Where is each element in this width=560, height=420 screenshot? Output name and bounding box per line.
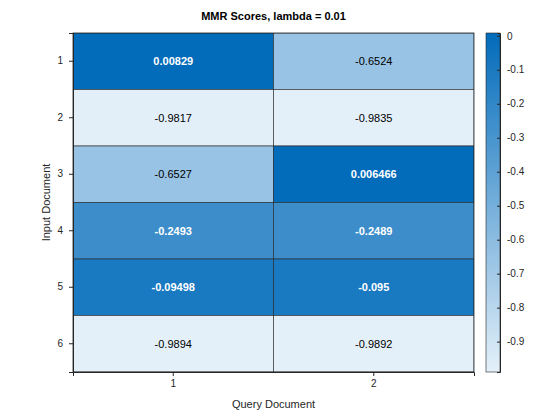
- cell: [274, 203, 475, 260]
- colorbar-tick: -0.8: [497, 302, 525, 313]
- cell-labels: 0.00829 -0.6524 -0.9817 -0.9835 -0.6527 0.006…: [152, 55, 397, 350]
- y-axis: 1 2 3 4 5 6: [57, 34, 73, 373]
- colorbar-tick-label: -0.7: [507, 268, 525, 279]
- y-tick: 4: [57, 225, 73, 236]
- colorbar-tick-label: -0.4: [507, 166, 525, 177]
- colorbar-tick: -0.6: [497, 234, 525, 245]
- cell-label: -0.9817: [155, 112, 192, 124]
- x-axis-line: [74, 373, 475, 377]
- y-tick: 1: [57, 55, 73, 66]
- cell-label: -0.6524: [355, 55, 392, 67]
- cell: [73, 316, 274, 373]
- y-tick-label: 6: [57, 338, 63, 349]
- cell: [274, 90, 475, 147]
- y-tick-mark: [69, 230, 73, 231]
- colorbar-tick-label: -0.9: [507, 336, 525, 347]
- y-tick-label: 3: [57, 168, 63, 179]
- colorbar-tick-label: -0.5: [507, 200, 525, 211]
- cell: [73, 33, 274, 90]
- chart: 0.00829-0.6524-0.9817-0.9835-0.65270.006…: [0, 0, 560, 420]
- cell-label: -0.2489: [355, 225, 392, 237]
- x-tick: 1: [170, 372, 176, 389]
- cell: [274, 146, 475, 203]
- y-tick: 5: [57, 281, 73, 292]
- y-tick: 6: [57, 338, 73, 349]
- y-tick-mark: [69, 61, 73, 62]
- cell-label: -0.9894: [155, 338, 192, 350]
- cell: [73, 146, 274, 203]
- y-tick-mark: [69, 174, 73, 175]
- colorbar-tick-label: 0: [507, 31, 513, 42]
- cell-label: -0.6527: [155, 168, 192, 180]
- colorbar-tick-mark: [497, 342, 500, 343]
- y-tick-label: 2: [57, 112, 63, 123]
- cell-label: -0.2493: [155, 225, 192, 237]
- y-tick-mark: [69, 343, 73, 344]
- cell-label: 0.006466: [351, 168, 397, 180]
- x-tick-mark: [373, 372, 374, 376]
- colorbar-tick-mark: [497, 36, 500, 37]
- y-tick-label: 1: [57, 55, 63, 66]
- cell-label: -0.09498: [152, 281, 195, 293]
- cell: [274, 316, 475, 373]
- colorbar: [486, 33, 500, 372]
- colorbar-tick-mark: [497, 138, 500, 139]
- cell-label: -0.9892: [355, 338, 392, 350]
- colorbar-tick-mark: [497, 206, 500, 207]
- y-tick-mark: [69, 287, 73, 288]
- colorbar-tick: -0.3: [497, 132, 525, 143]
- x-tick-label: 2: [371, 378, 377, 389]
- colorbar-tick: -0.5: [497, 200, 525, 211]
- colorbar-tick-mark: [497, 104, 500, 105]
- x-tick-mark: [173, 372, 174, 376]
- y-axis-title: Input Document: [40, 164, 52, 242]
- y-tick: 3: [57, 168, 73, 179]
- y-tick-label: 4: [57, 225, 63, 236]
- colorbar-tick-label: -0.8: [507, 302, 525, 313]
- cells: [73, 33, 474, 372]
- cell: [73, 90, 274, 147]
- colorbar-tick-label: -0.3: [507, 132, 525, 143]
- colorbar-tick-mark: [497, 274, 500, 275]
- colorbar-tick: -0.2: [497, 98, 525, 109]
- cell: [73, 259, 274, 316]
- colorbar-tick: -0.7: [497, 268, 525, 279]
- y-tick: 2: [57, 112, 73, 123]
- colorbar-tick-mark: [497, 240, 500, 241]
- x-tick: 2: [371, 372, 377, 389]
- y-tick-mark: [69, 117, 73, 118]
- colorbar-tick: -0.4: [497, 166, 525, 177]
- y-axis-line: [69, 34, 74, 373]
- colorbar-tick-label: -0.6: [507, 234, 525, 245]
- colorbar-tick-mark: [497, 172, 500, 173]
- colorbar-tick-mark: [497, 70, 500, 71]
- cell-label: 0.00829: [153, 55, 193, 67]
- colorbar-tick-label: -0.1: [507, 64, 525, 75]
- colorbar-tick: -0.1: [497, 64, 525, 75]
- cell-label: -0.9835: [355, 112, 392, 124]
- cell-label: -0.095: [358, 281, 389, 293]
- colorbar-tick-label: -0.2: [507, 98, 525, 109]
- colorbar-tick-mark: [497, 308, 500, 309]
- x-tick-label: 1: [170, 378, 176, 389]
- title: MMR Scores, lambda = 0.01: [201, 10, 346, 22]
- colorbar-axis-line: [497, 34, 501, 373]
- y-tick-label: 5: [57, 281, 63, 292]
- cell: [274, 259, 475, 316]
- plot-frame: [73, 33, 474, 372]
- colorbar-tick: 0: [497, 31, 513, 42]
- colorbar-axis: 0 -0.1 -0.2 -0.3 -0.4 -0.5 -0.6 -0.7 -0.8 -0.9: [497, 31, 525, 373]
- x-axis: 12: [74, 372, 475, 389]
- cell: [73, 203, 274, 260]
- cell: [274, 33, 475, 90]
- x-axis-title: Query Document: [232, 398, 315, 410]
- colorbar-tick: -0.9: [497, 336, 525, 347]
